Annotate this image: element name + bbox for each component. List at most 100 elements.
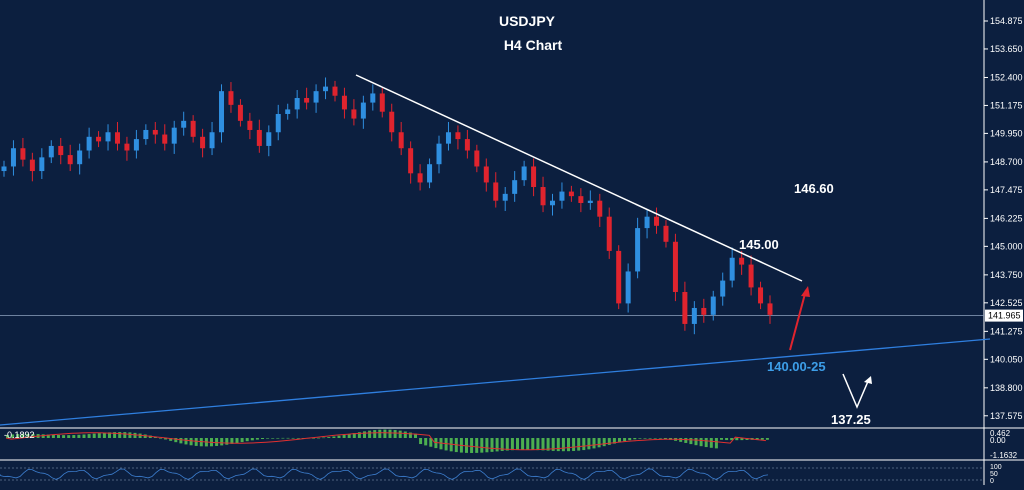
candle: [389, 111, 395, 133]
macd-histogram-bar: [740, 438, 744, 441]
y-tick-label: 147.475: [990, 185, 1023, 195]
macd-histogram-bar: [189, 438, 193, 446]
macd-histogram-bar: [628, 438, 632, 441]
macd-histogram-bar: [648, 438, 652, 439]
candle: [1, 166, 7, 172]
candle: [578, 196, 584, 203]
candle: [20, 148, 26, 160]
candle: [540, 187, 546, 206]
macd-histogram-bar: [184, 438, 188, 445]
macd-histogram-bar: [408, 432, 412, 438]
annotation-label: 146.60: [794, 181, 834, 196]
macd-scale-label: -1.1632: [990, 451, 1018, 460]
macd-histogram-bar: [57, 435, 60, 438]
candle: [171, 127, 177, 144]
macd-histogram-bar: [444, 438, 448, 451]
macd-histogram-bar: [327, 437, 331, 438]
macd-histogram-bar: [735, 438, 739, 441]
macd-histogram-bar: [633, 438, 637, 440]
macd-histogram-bar: [138, 433, 142, 438]
macd-histogram-bar: [215, 438, 219, 446]
candle: [256, 129, 262, 146]
macd-histogram-bar: [414, 433, 417, 438]
macd-histogram-bar: [337, 435, 341, 438]
macd-histogram-bar: [577, 438, 581, 451]
macd-histogram-bar: [230, 438, 234, 444]
y-tick-label: 148.700: [990, 157, 1023, 167]
macd-histogram-bar: [118, 432, 122, 438]
macd-histogram-bar: [658, 438, 662, 439]
y-tick-label: 143.750: [990, 270, 1023, 280]
macd-histogram-bar: [21, 433, 25, 438]
candle: [720, 280, 726, 297]
macd-histogram-bar: [342, 434, 346, 438]
current-price-label: 141.965: [988, 311, 1021, 321]
macd-histogram-bar: [62, 435, 66, 438]
macd-histogram-bar: [663, 438, 667, 440]
macd-histogram-bar: [505, 438, 509, 451]
macd-histogram-bar: [108, 432, 111, 438]
candle: [682, 291, 688, 324]
candle: [597, 200, 603, 217]
macd-histogram-bar: [495, 438, 499, 452]
candle: [351, 109, 357, 119]
macd-histogram-bar: [276, 437, 280, 439]
candle: [48, 145, 54, 158]
macd-histogram-bar: [760, 438, 764, 440]
candle: [228, 91, 234, 105]
candle: [105, 132, 111, 142]
macd-scale-label: 0.462: [990, 429, 1011, 438]
candle: [209, 132, 215, 149]
macd-histogram-bar: [403, 431, 407, 438]
y-tick-label: 151.175: [990, 100, 1023, 110]
macd-histogram-bar: [419, 438, 423, 445]
candle: [748, 264, 754, 288]
annotation-label: 137.25: [831, 412, 871, 427]
candle: [559, 191, 565, 201]
resistance-trendline: [355, 74, 803, 282]
macd-histogram-bar: [714, 438, 718, 449]
candle: [313, 91, 319, 103]
macd-histogram-bar: [393, 430, 397, 438]
macd-histogram-bar: [128, 432, 132, 438]
stoch-scale-label: 0: [990, 478, 994, 485]
macd-histogram-bar: [220, 438, 224, 446]
macd-histogram-bar: [255, 438, 259, 440]
macd-histogram-bar: [424, 438, 428, 446]
macd-histogram-bar: [16, 434, 20, 438]
candle: [710, 296, 716, 315]
chart-subtitle: H4 Chart: [504, 37, 563, 53]
macd-histogram-bar: [87, 434, 91, 438]
macd-scale-label: 0.00: [990, 436, 1006, 445]
candle: [606, 216, 612, 251]
macd-histogram-bar: [653, 438, 657, 439]
candle: [370, 93, 376, 103]
candle: [379, 93, 385, 112]
macd-histogram-bar: [373, 430, 377, 438]
macd-histogram-bar: [174, 438, 178, 443]
macd-histogram-bar: [368, 430, 372, 438]
macd-histogram-bar: [551, 438, 555, 451]
candle: [58, 145, 64, 156]
down-up-arrow: [842, 373, 870, 409]
macd-histogram-bar: [357, 432, 361, 438]
candle: [587, 200, 593, 203]
macd-histogram-bar: [709, 438, 713, 448]
macd-histogram-bar: [322, 437, 326, 439]
candle: [417, 173, 423, 183]
macd-histogram-bar: [531, 438, 535, 450]
candle: [672, 241, 678, 292]
macd-histogram-bar: [694, 438, 698, 446]
macd-histogram-bar: [159, 438, 162, 439]
support-trendline: [0, 338, 991, 426]
candle: [635, 228, 641, 272]
macd-histogram-bar: [592, 438, 596, 449]
candle: [474, 150, 480, 167]
macd-histogram-bar: [684, 438, 688, 443]
macd-histogram-bar: [179, 438, 183, 444]
candle: [332, 86, 338, 96]
candle: [162, 134, 168, 144]
candle: [663, 225, 669, 242]
stoch-scale-label: 100: [990, 464, 1002, 471]
